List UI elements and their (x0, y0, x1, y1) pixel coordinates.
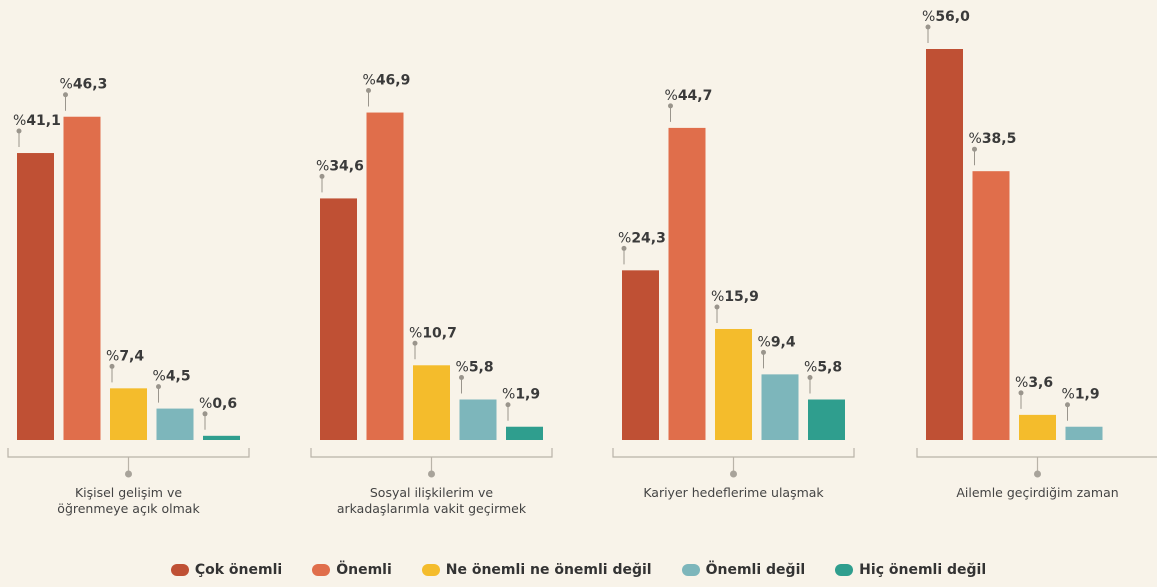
data-label: %46,3 (60, 77, 108, 93)
label-dot (319, 173, 325, 179)
data-label: %7,4 (106, 348, 144, 364)
bar (668, 127, 706, 440)
category-label: Kişisel gelişim ve öğrenmeye açık olmak (57, 485, 200, 516)
label-dot (761, 349, 766, 355)
bar (366, 112, 404, 440)
bar (203, 435, 240, 440)
bracket-dot (1034, 470, 1041, 478)
label-dot (807, 375, 813, 381)
data-label: %9,4 (758, 334, 796, 350)
legend-item-onemli: Önemli (312, 562, 392, 578)
legend-label: Ne önemli ne önemli değil (445, 562, 652, 578)
label-dot (109, 363, 115, 369)
label-dot (505, 402, 511, 408)
group-bracket (916, 448, 1157, 458)
bar (413, 365, 450, 440)
bracket-dot (730, 470, 737, 478)
data-label: %24,3 (618, 230, 666, 246)
bar (972, 171, 1010, 440)
legend-item-cok-onemli: Çok önemli (170, 562, 283, 578)
data-label: %5,8 (804, 360, 842, 376)
data-label: %34,6 (316, 158, 364, 174)
category-label: Ailemle geçirdiğim zaman (956, 485, 1118, 500)
label-dot (1018, 390, 1024, 396)
bar (808, 399, 845, 440)
data-label: %0,6 (199, 396, 237, 412)
group-bracket (612, 448, 855, 458)
bar (156, 408, 194, 440)
bracket-dot (125, 470, 132, 478)
bar (110, 388, 147, 440)
label-dot (972, 146, 977, 152)
legend-swatch (421, 564, 440, 576)
data-label: %46,9 (363, 73, 411, 89)
legend: Çok önemli Önemli Ne önemli ne önemli de… (0, 562, 1157, 578)
label-dot (668, 103, 673, 109)
data-label: %38,5 (969, 131, 1017, 147)
legend-swatch (681, 564, 700, 576)
label-dot (366, 88, 371, 94)
legend-label: Çok önemli (194, 562, 283, 578)
label-dot (16, 128, 22, 134)
data-label: %3,6 (1015, 375, 1053, 391)
data-label: %4,5 (153, 369, 191, 385)
bar (926, 49, 963, 440)
bar (1019, 414, 1056, 440)
label-dot (412, 340, 418, 346)
data-label: %15,9 (711, 289, 759, 305)
bar (17, 153, 54, 440)
data-label: %41,1 (13, 113, 61, 129)
data-label: %1,9 (1062, 387, 1100, 403)
bar (320, 198, 357, 440)
category-label: Sosyal ilişkilerim ve arkadaşlarımla vaki… (337, 485, 527, 516)
legend-label: Önemli (336, 562, 392, 578)
group-bracket (7, 448, 250, 458)
label-dot (156, 384, 161, 390)
legend-item-hic-onemli-degil: Hiç önemli değil (835, 562, 986, 578)
label-dot (714, 304, 720, 310)
legend-swatch (170, 564, 189, 576)
legend-swatch (835, 564, 854, 576)
label-dot (621, 245, 627, 251)
legend-swatch (312, 564, 331, 576)
bar (761, 374, 799, 440)
bar (1065, 426, 1103, 440)
legend-label: Hiç önemli değil (859, 562, 987, 578)
category-label: Kariyer hedeflerime ulaşmak (643, 485, 824, 500)
label-dot (925, 24, 931, 30)
label-dot (202, 411, 208, 417)
legend-label: Önemli değil (705, 562, 806, 578)
label-dot (63, 92, 68, 98)
bar (459, 399, 497, 440)
data-label: %5,8 (456, 360, 494, 376)
legend-item-onemli-degil: Önemli değil (681, 562, 806, 578)
data-label: %56,0 (922, 9, 970, 25)
label-dot (1065, 402, 1070, 408)
data-label: %1,9 (502, 387, 540, 403)
bar (622, 270, 659, 440)
bar (715, 328, 752, 440)
data-label: %10,7 (409, 325, 457, 341)
bracket-dot (428, 470, 435, 478)
data-label: %44,7 (665, 88, 713, 104)
legend-item-ne-onemli-ne-onemli-degil: Ne önemli ne önemli değil (421, 562, 652, 578)
label-dot (459, 375, 464, 381)
group-bracket (310, 448, 553, 458)
bar (506, 426, 543, 440)
bar (63, 116, 101, 441)
